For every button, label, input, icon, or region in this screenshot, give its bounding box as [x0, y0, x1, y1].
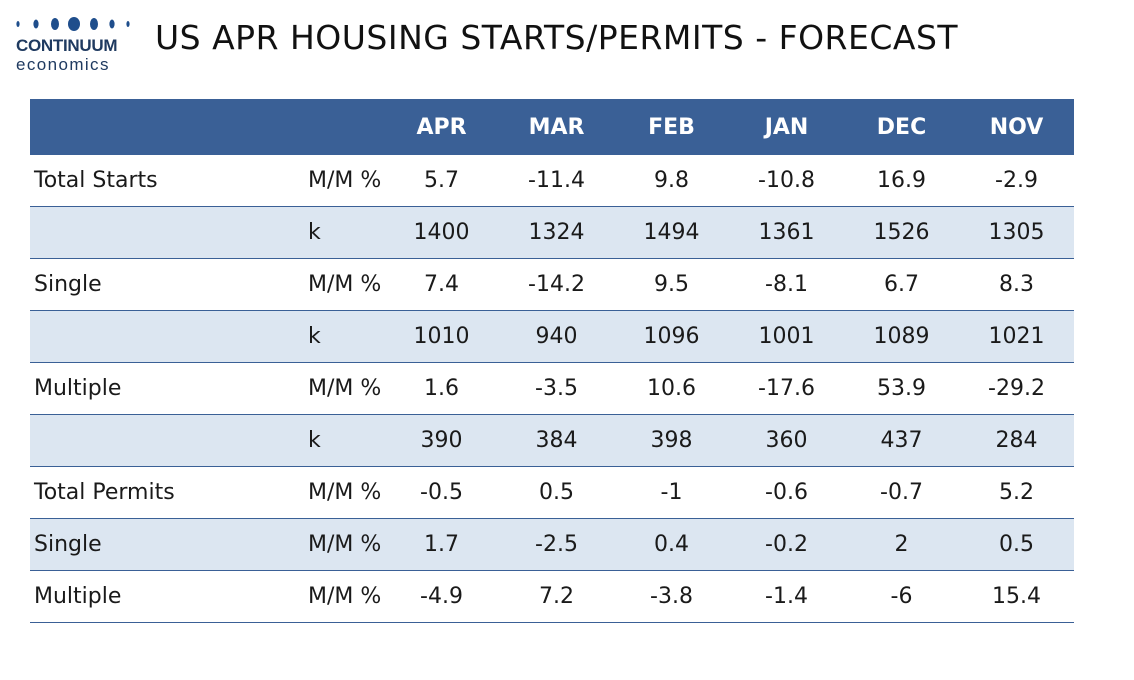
row-label: Single — [30, 518, 308, 571]
value-cell: -0.7 — [844, 466, 959, 519]
value-cell: -6 — [844, 570, 959, 623]
value-cell: 390 — [384, 414, 499, 467]
value-cell: 940 — [499, 310, 614, 363]
table-row: Multiple M/M % -4.9 7.2 -3.8 -1.4 -6 15.4 — [30, 570, 1074, 623]
value-cell: 7.4 — [384, 258, 499, 311]
logo-subtitle: economics — [16, 55, 110, 74]
value-cell: 1526 — [844, 206, 959, 259]
value-cell: -11.4 — [499, 155, 614, 207]
value-cell: 0.5 — [499, 466, 614, 519]
value-cell: 6.7 — [844, 258, 959, 311]
column-header: NOV — [959, 99, 1074, 155]
row-unit: M/M % — [308, 466, 384, 519]
table-row: k 1010 940 1096 1001 1089 1021 — [30, 310, 1074, 363]
value-cell: -0.5 — [384, 466, 499, 519]
value-cell: 398 — [614, 414, 729, 467]
value-cell: 1361 — [729, 206, 844, 259]
column-header: DEC — [844, 99, 959, 155]
value-cell: 9.5 — [614, 258, 729, 311]
table-row: Single M/M % 7.4 -14.2 9.5 -8.1 6.7 8.3 — [30, 258, 1074, 311]
row-label — [30, 310, 308, 363]
value-cell: 1010 — [384, 310, 499, 363]
value-cell: -4.9 — [384, 570, 499, 623]
row-unit: k — [308, 310, 384, 363]
value-cell: -14.2 — [499, 258, 614, 311]
column-header: JAN — [729, 99, 844, 155]
row-label: Single — [30, 258, 308, 311]
value-cell: 437 — [844, 414, 959, 467]
value-cell: 53.9 — [844, 362, 959, 415]
table-row: k 1400 1324 1494 1361 1526 1305 — [30, 206, 1074, 259]
value-cell: -17.6 — [729, 362, 844, 415]
value-cell: -8.1 — [729, 258, 844, 311]
value-cell: 1089 — [844, 310, 959, 363]
value-cell: 1021 — [959, 310, 1074, 363]
row-unit: M/M % — [308, 155, 384, 207]
header-unit-cell — [308, 99, 384, 155]
row-unit: k — [308, 414, 384, 467]
column-header: MAR — [499, 99, 614, 155]
row-unit: M/M % — [308, 258, 384, 311]
value-cell: -29.2 — [959, 362, 1074, 415]
value-cell: 1305 — [959, 206, 1074, 259]
table-header-row: APR MAR FEB JAN DEC NOV — [30, 99, 1074, 155]
value-cell: 1400 — [384, 206, 499, 259]
value-cell: -3.5 — [499, 362, 614, 415]
row-label: Multiple — [30, 362, 308, 415]
table-row: Multiple M/M % 1.6 -3.5 10.6 -17.6 53.9 -29.2 — [30, 362, 1074, 415]
value-cell: -2.5 — [499, 518, 614, 571]
value-cell: 0.5 — [959, 518, 1074, 571]
value-cell: 2 — [844, 518, 959, 571]
header-label-cell — [30, 99, 308, 155]
value-cell: -0.2 — [729, 518, 844, 571]
value-cell: 16.9 — [844, 155, 959, 207]
column-header: APR — [384, 99, 499, 155]
row-unit: M/M % — [308, 570, 384, 623]
value-cell: -2.9 — [959, 155, 1074, 207]
value-cell: 5.7 — [384, 155, 499, 207]
row-label: Total Permits — [30, 466, 308, 519]
row-unit: k — [308, 206, 384, 259]
row-label: Multiple — [30, 570, 308, 623]
row-label — [30, 414, 308, 467]
row-unit: M/M % — [308, 362, 384, 415]
value-cell: 7.2 — [499, 570, 614, 623]
column-header: FEB — [614, 99, 729, 155]
value-cell: 384 — [499, 414, 614, 467]
value-cell: 1.6 — [384, 362, 499, 415]
value-cell: 8.3 — [959, 258, 1074, 311]
value-cell: 1324 — [499, 206, 614, 259]
table-row: k 390 384 398 360 437 284 — [30, 414, 1074, 467]
row-label: Total Starts — [30, 155, 308, 207]
forecast-table: APR MAR FEB JAN DEC NOV Total Starts M/M … — [30, 99, 1074, 623]
row-label — [30, 206, 308, 259]
page-title: US APR HOUSING STARTS/PERMITS - FORECAST — [155, 18, 959, 57]
value-cell: 1096 — [614, 310, 729, 363]
value-cell: -1.4 — [729, 570, 844, 623]
table-row: Total Permits M/M % -0.5 0.5 -1 -0.6 -0.7 5.2 — [30, 466, 1074, 519]
logo-name: CONTINUUM — [16, 36, 118, 55]
continuum-logo: CONTINUUM economics — [14, 14, 132, 76]
value-cell: -10.8 — [729, 155, 844, 207]
value-cell: 9.8 — [614, 155, 729, 207]
value-cell: 1001 — [729, 310, 844, 363]
value-cell: 5.2 — [959, 466, 1074, 519]
value-cell: -1 — [614, 466, 729, 519]
value-cell: 1494 — [614, 206, 729, 259]
value-cell: 284 — [959, 414, 1074, 467]
table-row: Total Starts M/M % 5.7 -11.4 9.8 -10.8 16.9 -2.… — [30, 155, 1074, 207]
value-cell: 0.4 — [614, 518, 729, 571]
table-row: Single M/M % 1.7 -2.5 0.4 -0.2 2 0.5 — [30, 518, 1074, 571]
value-cell: -3.8 — [614, 570, 729, 623]
value-cell: 1.7 — [384, 518, 499, 571]
value-cell: 15.4 — [959, 570, 1074, 623]
logo-dots-icon — [16, 17, 130, 31]
value-cell: 360 — [729, 414, 844, 467]
value-cell: -0.6 — [729, 466, 844, 519]
row-unit: M/M % — [308, 518, 384, 571]
value-cell: 10.6 — [614, 362, 729, 415]
